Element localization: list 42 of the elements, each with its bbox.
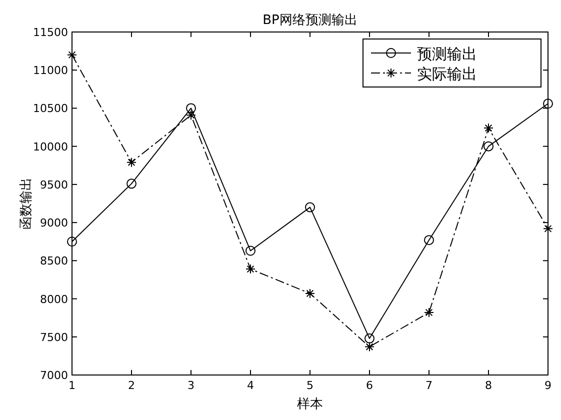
- y-tick-label: 9000: [40, 216, 68, 230]
- y-axis-title: 函数输出: [19, 178, 34, 230]
- point: [126, 178, 136, 189]
- x-tick-label: 8: [485, 379, 492, 392]
- legend-label: 实际输出: [417, 65, 477, 83]
- point: [67, 50, 77, 60]
- y-tick-label: 7500: [40, 330, 68, 344]
- point: [364, 333, 374, 344]
- point: [305, 288, 315, 298]
- point: [67, 236, 77, 247]
- legend-label: 预测输出: [417, 45, 477, 63]
- x-tick-label: 1: [68, 379, 76, 392]
- y-tick-label: 8500: [40, 254, 68, 268]
- point: [484, 141, 494, 152]
- point: [543, 98, 553, 109]
- point: [305, 202, 315, 212]
- x-tick-label: 3: [188, 379, 194, 392]
- y-tick-label: 10000: [33, 140, 68, 154]
- y-tick-label: 10500: [33, 102, 68, 116]
- point: [484, 123, 494, 134]
- point: [364, 342, 374, 352]
- x-axis-title: 样本: [297, 397, 323, 412]
- x-tick-label: 2: [128, 379, 135, 392]
- x-tick-label: 4: [247, 379, 254, 392]
- point: [424, 308, 434, 318]
- x-tick-label: 5: [306, 379, 314, 392]
- y-tick-label: 8000: [40, 292, 68, 306]
- point: [126, 157, 136, 168]
- x-tick-label: 9: [544, 379, 552, 392]
- x-tick-label: 7: [426, 379, 432, 392]
- point: [186, 103, 196, 114]
- point: [543, 224, 553, 234]
- point: [246, 264, 256, 274]
- y-tick-label: 11500: [33, 26, 68, 39]
- chart-title: BP网络预测输出: [262, 13, 358, 28]
- point: [424, 235, 434, 246]
- y-tick-label: 9500: [40, 178, 68, 192]
- point: [246, 246, 256, 256]
- point: [186, 110, 196, 120]
- x-tick-label: 6: [366, 379, 373, 392]
- y-tick-label: 7000: [40, 369, 68, 382]
- y-tick-label: 11000: [33, 64, 68, 78]
